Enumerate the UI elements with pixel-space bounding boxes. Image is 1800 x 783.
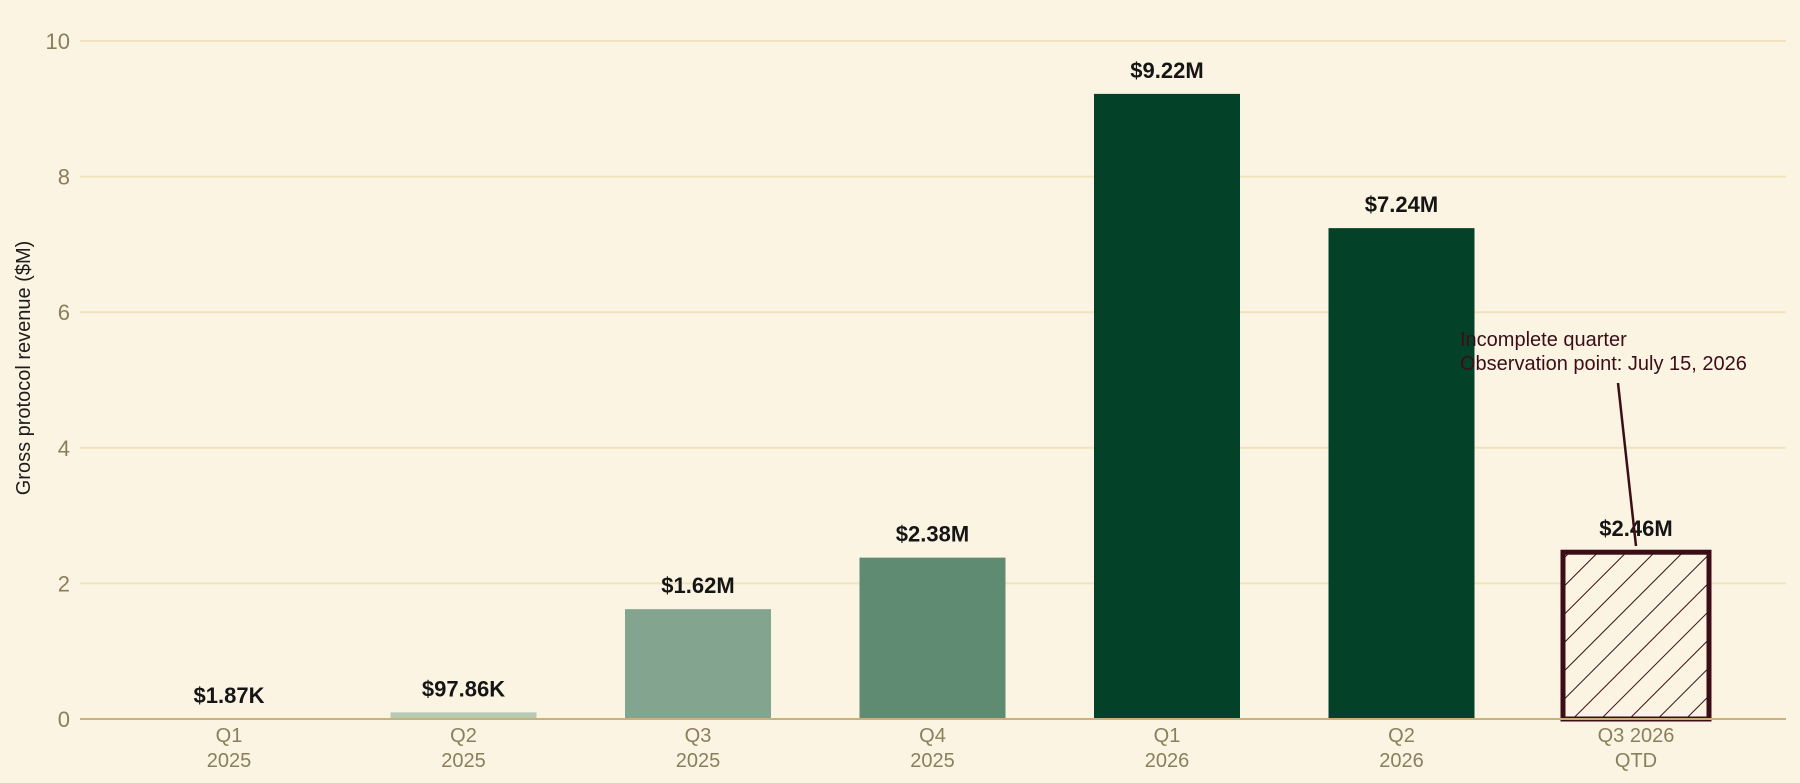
x-tick-label-2-line1: Q3	[685, 725, 712, 747]
y-tick-label-4: 4	[58, 436, 70, 461]
value-label-4: $9.22M	[1130, 58, 1203, 83]
y-axis-ticks: 0 2 4 6 8 10	[46, 29, 70, 732]
bar-2	[625, 609, 771, 719]
y-tick-label-8: 8	[58, 165, 70, 190]
gridlines	[80, 40, 1786, 585]
annotation-line-2: Observation point: July 15, 2026	[1460, 353, 1747, 375]
x-tick-label-3-line1: Q4	[919, 725, 946, 747]
x-tick-label-6-line2: QTD	[1615, 750, 1657, 772]
value-label-1: $97.86K	[422, 676, 505, 701]
y-axis-label: Gross protocol revenue ($M)	[13, 241, 35, 496]
x-axis-ticks: Q1 2025 Q2 2025 Q3 2025 Q4 2025 Q1 2026 Q2 2026 Q3 2…	[207, 725, 1675, 772]
value-label-0: $1.87K	[194, 683, 265, 708]
annotation-arrow	[1616, 382, 1638, 547]
x-tick-label-1-line2: 2025	[441, 750, 486, 772]
y-tick-label-0: 0	[58, 707, 70, 732]
y-tick-label-2: 2	[58, 571, 70, 596]
x-tick-label-6-line1: Q3 2026	[1598, 725, 1675, 747]
x-tick-label-5-line2: 2026	[1379, 750, 1424, 772]
x-tick-label-5-line1: Q2	[1388, 725, 1415, 747]
value-label-3: $2.38M	[896, 522, 969, 547]
bar-1	[390, 712, 537, 719]
value-label-2: $1.62M	[661, 573, 734, 598]
bar-5	[1328, 228, 1475, 720]
bars	[156, 93, 1712, 722]
value-labels: $1.87K $97.86K$1.62M$2.38M$9.22M$7.24M$2.…	[194, 58, 1673, 708]
x-tick-label-4-line1: Q1	[1154, 725, 1181, 747]
x-tick-label-0-line2: 2025	[207, 750, 252, 772]
annotation-line-1: Incomplete quarter	[1460, 329, 1627, 351]
x-tick-label-3-line2: 2025	[910, 750, 955, 772]
y-tick-label-10: 10	[46, 29, 70, 54]
incomplete-quarter-annotation: Incomplete quarter Observation point: Ju…	[1460, 329, 1747, 547]
bar-hatch-6	[1563, 552, 1709, 719]
bar-4	[1094, 93, 1240, 719]
x-tick-label-0-line1: Q1	[216, 725, 243, 747]
x-tick-label-2-line2: 2025	[676, 750, 721, 772]
x-tick-label-1-line1: Q2	[450, 725, 477, 747]
y-tick-label-6: 6	[58, 300, 70, 325]
value-label-5: $7.24M	[1365, 192, 1438, 217]
bar-3	[859, 557, 1006, 719]
x-tick-label-4-line2: 2026	[1145, 750, 1190, 772]
